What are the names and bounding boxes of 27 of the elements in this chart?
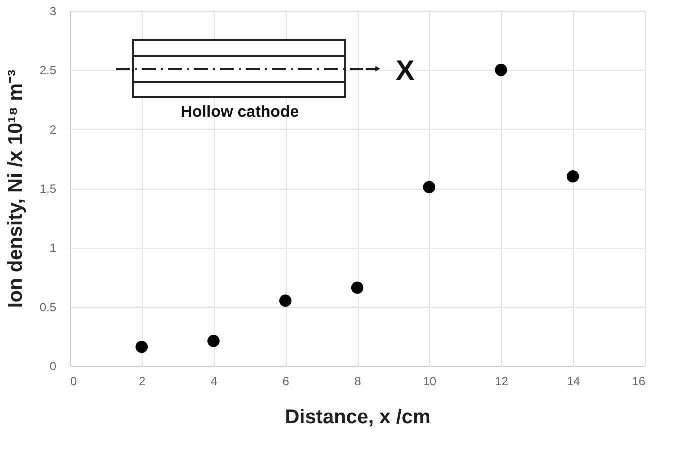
y-axis-title: Ion density, Ni /x 10¹⁸ m⁻³ xyxy=(4,69,27,308)
y-tick-label: 0.5 xyxy=(40,300,57,314)
x-axis-title: Distance, x /cm xyxy=(285,406,431,428)
y-tick-label: 2 xyxy=(50,122,57,137)
point xyxy=(351,282,364,294)
x-tick-label: 0 xyxy=(70,374,78,388)
y-tick-label: 0 xyxy=(50,360,57,374)
annotation: X xyxy=(396,55,415,86)
point xyxy=(136,340,148,354)
x-tick-label: 16 xyxy=(632,374,646,388)
x-tick-label: 12 xyxy=(495,374,509,388)
y-tick-label: 2.5 xyxy=(40,64,57,78)
x-tick-label: 6 xyxy=(282,374,290,388)
point xyxy=(208,335,220,348)
y-tick-label: 3 xyxy=(50,4,57,18)
x-tick-label: 10 xyxy=(423,374,437,388)
point xyxy=(280,294,292,308)
x-tick-label: 4 xyxy=(210,374,218,388)
y-tick-label: 1 xyxy=(50,241,57,256)
point xyxy=(423,181,436,194)
point xyxy=(495,64,508,76)
x-tick-label: 14 xyxy=(566,374,581,388)
x-tick-label: 8 xyxy=(354,374,362,388)
y-tick-label: 1.5 xyxy=(40,182,57,196)
point xyxy=(567,170,580,183)
x-tick-label: 2 xyxy=(139,374,146,388)
annotation: Hollow cathode xyxy=(180,104,300,121)
